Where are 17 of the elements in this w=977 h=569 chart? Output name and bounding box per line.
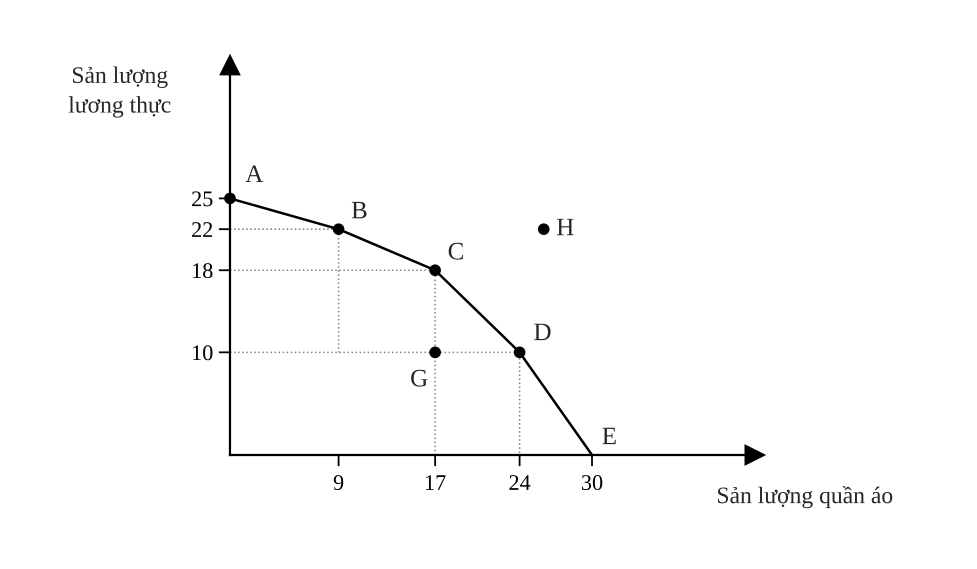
y-tick-label: 10 [193,345,212,360]
x-tick-label: 9 [334,475,344,490]
y-tick-label: 22 [192,222,212,237]
annotation: H [556,218,574,236]
y-axis-title: Sản lượng lương thực [68,66,171,118]
y-tick-label: 25 [192,191,212,206]
annotation: E [602,428,616,444]
x-tick-label: 17 [426,475,446,490]
x-axis-title: Sản lượng quần áo [718,486,892,508]
annotation: B [352,202,367,218]
annotation: C [448,242,463,260]
annotation: G [411,370,428,387]
x-tick-label: 30 [582,475,602,490]
x-tick-label: 24 [509,475,530,490]
y-tick-label: 18 [193,263,212,278]
annotation: D [534,324,551,340]
annotation: A [246,165,264,182]
